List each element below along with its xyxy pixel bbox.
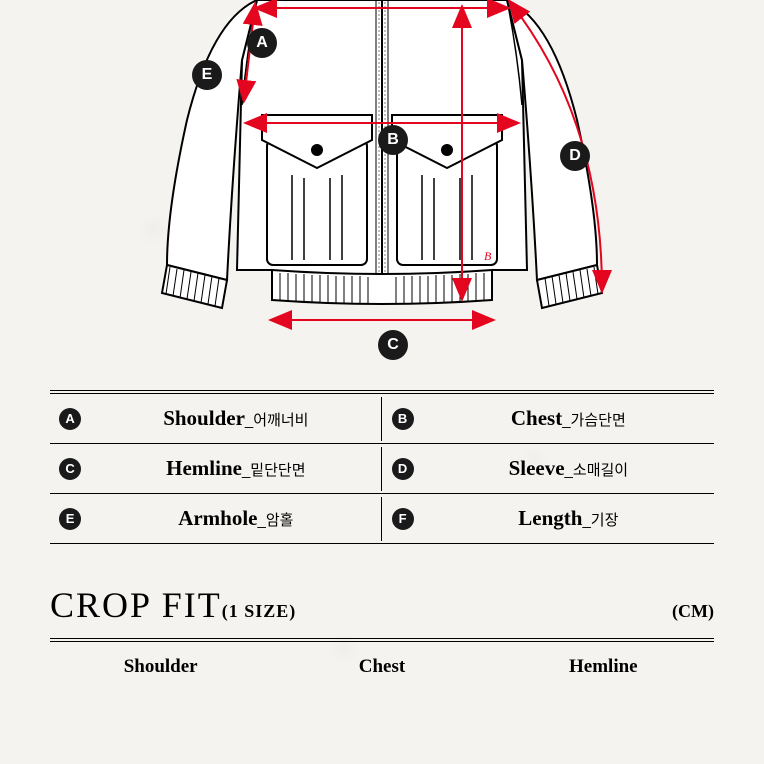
legend-badge-cell: E xyxy=(50,494,90,544)
badge-c-icon: C xyxy=(378,330,408,360)
badge-c-icon: C xyxy=(59,458,81,480)
legend-label-cell: Hemline_밑단단면 xyxy=(90,444,381,494)
badge-f-icon: F xyxy=(392,508,414,530)
legend-label-cell: Shoulder_어깨너비 xyxy=(90,392,381,444)
legend-label-cell: Chest_가슴단면 xyxy=(423,392,714,444)
measure-name-kr: _어깨너비 xyxy=(245,412,309,429)
measure-name-kr: _암홀 xyxy=(258,512,294,529)
measure-name-en: Length xyxy=(518,506,582,530)
section-subtitle: (1 SIZE) xyxy=(222,601,297,621)
measure-name-en: Armhole xyxy=(178,506,257,530)
size-column-header: Shoulder xyxy=(50,640,271,678)
badge-a-icon: A xyxy=(59,408,81,430)
badge-e-icon: E xyxy=(59,508,81,530)
unit-label: (CM) xyxy=(672,601,714,622)
legend-badge-cell: C xyxy=(50,444,90,494)
measure-name-en: Sleeve xyxy=(509,456,565,480)
measure-name-en: Chest xyxy=(511,406,562,430)
measure-name-kr: _소매길이 xyxy=(565,462,629,479)
size-table: ShoulderChestHemline xyxy=(50,638,714,678)
badge-b-icon: B xyxy=(378,125,408,155)
legend-label-cell: Length_기장 xyxy=(423,494,714,544)
measure-name-en: Shoulder xyxy=(163,406,245,430)
legend-badge-cell: D xyxy=(382,444,422,494)
legend-label-cell: Sleeve_소매길이 xyxy=(423,444,714,494)
legend-badge-cell: A xyxy=(50,392,90,444)
size-column-header: Hemline xyxy=(493,640,714,678)
section-heading: CROP FIT(1 SIZE) (CM) xyxy=(50,584,714,626)
measure-name-kr: _기장 xyxy=(582,512,618,529)
size-column-header: Chest xyxy=(271,640,492,678)
legend-table: AShoulder_어깨너비BChest_가슴단면CHemline_밑단단면DS… xyxy=(50,390,714,544)
badge-d-icon: D xyxy=(560,141,590,171)
measure-name-kr: _밑단단면 xyxy=(242,462,306,479)
jacket-illustration: B xyxy=(132,0,632,360)
legend-badge-cell: B xyxy=(382,392,422,444)
badge-b-icon: B xyxy=(392,408,414,430)
badge-e-icon: E xyxy=(192,60,222,90)
measure-name-en: Hemline xyxy=(166,456,242,480)
legend-label-cell: Armhole_암홀 xyxy=(90,494,381,544)
badge-a-icon: A xyxy=(247,28,277,58)
measure-name-kr: _가슴단면 xyxy=(562,412,626,429)
legend-badge-cell: F xyxy=(382,494,422,544)
badge-d-icon: D xyxy=(392,458,414,480)
jacket-diagram: B A B C D E xyxy=(0,0,764,370)
section-title: CROP FIT xyxy=(50,585,222,625)
svg-text:B: B xyxy=(484,249,492,263)
